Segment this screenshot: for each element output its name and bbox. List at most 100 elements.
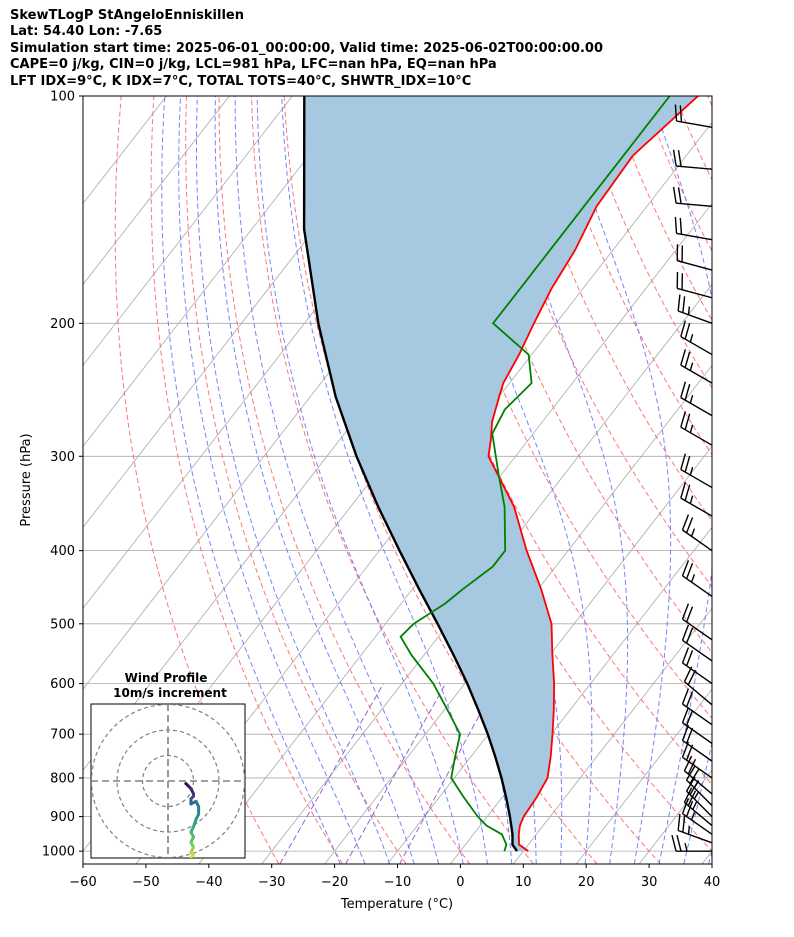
wind-barb-shaft (683, 681, 713, 706)
wind-barb-shaft (683, 801, 713, 827)
wind-barb-feather (680, 381, 687, 398)
wind-barb-feather (685, 627, 694, 644)
dry-adiabat-line (479, 96, 712, 588)
wind-barb (681, 603, 713, 641)
y-tick-label: 300 (50, 450, 75, 465)
x-tick-label: −50 (132, 875, 159, 890)
wind-barb-feather (684, 456, 691, 473)
wind-barb-shaft (676, 232, 713, 241)
wind-barb-feather (689, 769, 700, 784)
moist-adiabat-line (487, 96, 629, 864)
wind-barb-feather (676, 834, 682, 852)
cin-shaded-area (304, 96, 698, 852)
moist-adiabat-line (214, 96, 415, 864)
wind-barb (677, 294, 713, 324)
wind-barb-feather (687, 758, 697, 775)
hodograph-inset: Wind Profile 10m/s increment (90, 671, 246, 859)
wind-barb-half-feather (684, 842, 688, 852)
wind-barb (672, 149, 713, 170)
wind-barb-feather (680, 320, 687, 337)
wind-barb-feather (680, 349, 687, 366)
wind-barb (683, 755, 713, 795)
wind-barb-feather (674, 216, 678, 234)
wind-barb-shaft (680, 468, 713, 489)
wind-barb-feather (681, 724, 690, 741)
header-station: SkewTLogP StAngeloEnniskillen (10, 8, 244, 23)
wind-barb (683, 787, 713, 827)
x-tick-label: −30 (258, 875, 285, 890)
wind-barb-feather (680, 411, 687, 428)
wind-barb-shaft (680, 397, 713, 417)
wind-barb (672, 186, 713, 208)
wind-barb-feather (682, 815, 686, 833)
moist-adiabat-line (196, 96, 391, 864)
y-tick-label: 1000 (42, 845, 75, 860)
wind-barb-feather (681, 647, 690, 664)
x-tick-label: −60 (69, 875, 96, 890)
dewpoint-profile-line (399, 96, 671, 852)
wind-barb-feather (685, 765, 696, 781)
wind-barb-feather (685, 606, 694, 623)
isotherm-line (638, 769, 712, 864)
dry-adiabat-line (609, 96, 712, 322)
moist-adiabat-line (734, 96, 794, 864)
wind-barb-shaft (677, 310, 713, 324)
wind-barb-feather (683, 755, 693, 772)
wind-barb-feather (682, 296, 686, 313)
x-tick-label: 20 (578, 875, 595, 890)
isotherm-line (83, 96, 356, 447)
wind-barb-feather (687, 669, 697, 686)
hodograph-trace-segment (189, 853, 195, 858)
dry-adiabat-line (185, 96, 407, 864)
wind-barb-half-feather (689, 424, 694, 433)
wind-barb-feather (684, 413, 691, 430)
mixing-ratio-line (399, 683, 497, 864)
isotherm-line (701, 850, 712, 864)
wind-barb-feather (677, 187, 682, 204)
wind-barb (681, 514, 713, 552)
y-tick-label: 600 (50, 677, 75, 692)
x-axis-label: Temperature (°C) (340, 897, 453, 912)
y-tick-label: 800 (50, 771, 75, 786)
wind-barb-half-feather (687, 306, 691, 315)
wind-barb-feather (681, 560, 690, 577)
x-tick-label: 0 (456, 875, 464, 890)
mixing-ratio-line (279, 683, 384, 864)
wind-barb-feather (677, 814, 681, 831)
dry-adiabat-line (773, 96, 794, 864)
wind-barb-half-feather (689, 495, 694, 504)
wind-barb-feather (671, 834, 677, 852)
wind-barb-feather (685, 691, 694, 708)
dry-adiabat-line (114, 96, 280, 864)
wind-barb-feather (683, 787, 693, 803)
wind-barb (680, 349, 713, 384)
wind-barb-feather (680, 453, 687, 470)
wind-barb-half-feather (690, 528, 696, 537)
wind-barb-shaft (686, 779, 713, 806)
wind-barb-feather (681, 707, 690, 724)
wind-barb-feather (685, 563, 694, 579)
y-tick-label: 200 (50, 317, 75, 332)
wind-barb-half-feather (689, 466, 694, 476)
wind-barb-feather (684, 484, 691, 501)
chart-header: SkewTLogP StAngeloEnniskillen Lat: 54.40… (10, 8, 603, 90)
wind-barb-half-feather (690, 812, 696, 821)
hodograph-subtitle: 10m/s increment (113, 686, 227, 700)
wind-barb-feather (681, 798, 690, 814)
dry-adiabat-line (446, 96, 712, 654)
isotherm-line (83, 96, 293, 367)
wind-barb-feather (681, 514, 690, 531)
wind-barb-shaft (682, 618, 713, 641)
wind-barb-feather (687, 790, 697, 806)
wind-barb (681, 560, 713, 598)
wind-barb-half-feather (692, 801, 698, 810)
wind-barb-half-feather (687, 826, 691, 835)
y-axis-label: Pressure (hPa) (19, 433, 34, 526)
wind-barb-shaft (680, 335, 713, 356)
x-tick-label: 10 (515, 875, 532, 890)
header-times: Simulation start time: 2025-06-01_00:00:… (10, 40, 603, 56)
wind-barb (680, 411, 713, 446)
wind-barbs (671, 104, 713, 852)
dry-adiabat-line (413, 96, 712, 720)
wind-barb (674, 216, 713, 241)
